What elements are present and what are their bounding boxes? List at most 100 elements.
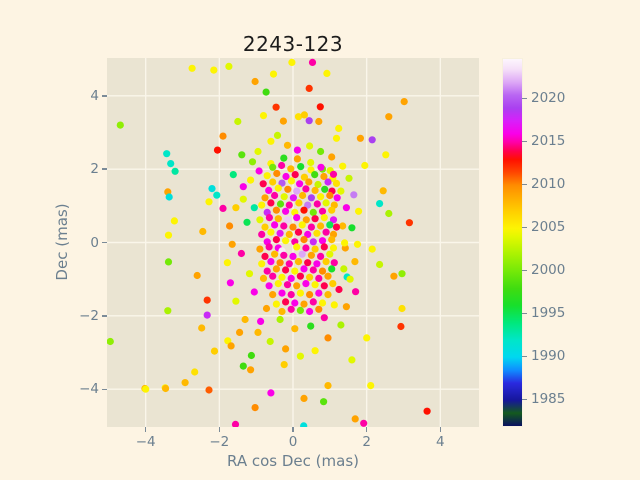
data-point	[302, 280, 310, 288]
y-tick	[102, 95, 107, 97]
data-point	[342, 303, 350, 311]
data-point	[345, 174, 353, 182]
y-tick-label: 4	[90, 87, 99, 104]
data-point	[269, 291, 277, 299]
data-point	[285, 201, 293, 209]
data-point	[335, 124, 343, 132]
data-point	[298, 250, 306, 258]
data-point	[280, 361, 288, 369]
data-point	[224, 337, 232, 345]
data-point	[322, 199, 330, 207]
data-point	[291, 267, 299, 275]
colorbar-tick	[522, 398, 527, 400]
x-tick	[365, 427, 368, 432]
colorbar-tick-label: 2020	[531, 90, 566, 107]
data-point	[269, 163, 277, 171]
data-point	[306, 307, 314, 316]
data-point	[226, 222, 234, 230]
y-axis-label: Dec (mas)	[53, 203, 71, 281]
data-point	[263, 267, 271, 275]
data-point	[398, 270, 406, 278]
data-point	[304, 230, 312, 238]
data-point	[272, 206, 280, 214]
data-point	[311, 186, 319, 194]
data-point	[300, 111, 308, 119]
data-point	[188, 64, 196, 72]
data-point	[273, 169, 281, 178]
data-point	[307, 223, 315, 231]
data-point	[390, 272, 398, 280]
colorbar-gradient	[503, 59, 522, 426]
data-point	[329, 170, 338, 178]
data-point	[302, 216, 310, 224]
data-point	[276, 229, 284, 237]
data-point	[280, 251, 288, 259]
data-point	[293, 282, 301, 290]
data-point	[203, 311, 211, 319]
colorbar-tick-label: 2005	[531, 219, 566, 236]
data-point	[330, 301, 338, 309]
data-point	[263, 172, 271, 180]
data-point	[267, 228, 275, 236]
data-point	[259, 180, 267, 188]
data-point	[305, 84, 313, 92]
data-point	[300, 300, 308, 308]
data-point	[309, 298, 317, 306]
data-point	[326, 191, 334, 200]
data-point	[258, 230, 266, 238]
data-point	[309, 266, 317, 274]
data-point	[353, 240, 362, 248]
x-tick-label: 2	[362, 434, 371, 450]
data-point	[208, 185, 216, 193]
colorbar	[502, 58, 523, 427]
data-point	[282, 298, 290, 306]
data-point	[287, 165, 295, 173]
data-point	[385, 209, 393, 218]
data-point	[318, 267, 327, 275]
data-point	[262, 88, 270, 96]
data-point	[341, 239, 349, 247]
data-point	[294, 113, 303, 121]
data-point	[296, 180, 304, 188]
data-point	[293, 214, 301, 222]
data-point	[326, 221, 334, 229]
data-point	[313, 260, 321, 268]
data-point	[267, 199, 275, 207]
data-point	[239, 195, 247, 203]
data-point	[232, 297, 240, 305]
data-point	[265, 243, 273, 251]
data-point	[278, 179, 286, 187]
data-point	[348, 224, 356, 232]
colorbar-tick-label: 1985	[531, 391, 566, 408]
data-point	[181, 379, 189, 387]
data-point	[293, 146, 301, 154]
data-point	[247, 176, 255, 184]
data-point	[239, 362, 247, 370]
data-point	[306, 291, 314, 299]
data-point	[259, 112, 268, 120]
data-point	[278, 273, 286, 281]
data-point	[307, 251, 315, 259]
data-point	[289, 252, 297, 260]
data-point	[297, 163, 305, 171]
x-tick-label: 0	[288, 434, 298, 450]
data-point	[288, 58, 296, 66]
data-point	[191, 368, 199, 376]
data-point	[337, 187, 345, 195]
data-point	[304, 259, 312, 267]
data-point	[320, 243, 328, 251]
data-point	[317, 163, 325, 171]
data-point	[255, 167, 263, 175]
data-point	[280, 154, 288, 162]
colorbar-tick	[522, 269, 527, 271]
data-point	[328, 153, 336, 161]
data-point	[311, 281, 319, 289]
data-point	[320, 398, 328, 406]
data-point	[291, 299, 299, 307]
data-point	[322, 258, 330, 266]
data-point	[329, 280, 337, 288]
data-point	[285, 230, 293, 238]
data-point	[330, 259, 338, 267]
data-point	[321, 185, 329, 193]
data-point	[318, 237, 327, 245]
